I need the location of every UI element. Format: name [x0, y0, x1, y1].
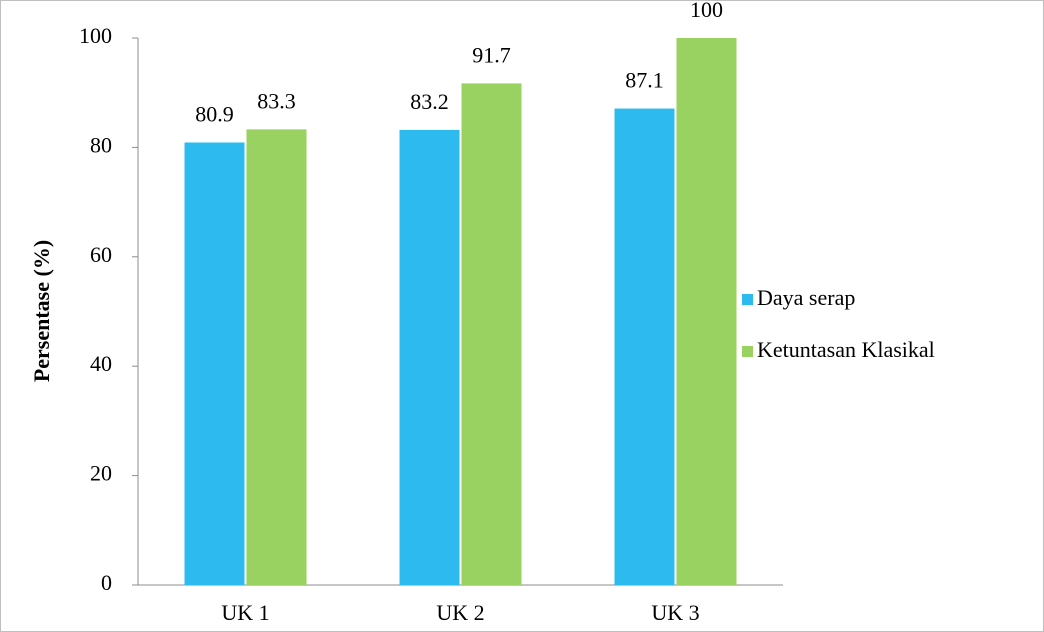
legend-swatch	[742, 346, 753, 357]
y-tick-label: 60	[90, 242, 112, 267]
legend-swatch	[742, 294, 753, 305]
y-tick-label: 100	[79, 23, 112, 48]
data-label: 87.1	[625, 68, 664, 93]
x-tick-label: UK 1	[221, 600, 269, 625]
data-label: 83.3	[257, 88, 296, 113]
y-tick-label: 0	[101, 570, 112, 595]
bar	[461, 83, 522, 585]
x-tick-label: UK 3	[651, 600, 699, 625]
bar	[246, 129, 307, 585]
bar	[184, 142, 245, 586]
bar	[399, 129, 460, 585]
bar	[614, 108, 675, 586]
y-tick-label: 40	[90, 351, 112, 376]
x-tick-label: UK 2	[436, 600, 484, 625]
legend-label: Ketuntasan Klasikal	[757, 337, 935, 362]
y-tick-label: 80	[90, 132, 112, 157]
y-tick-label: 20	[90, 461, 112, 486]
data-label: 91.7	[472, 42, 511, 67]
y-axis-label: Persentase (%)	[29, 240, 54, 382]
data-label: 80.9	[195, 102, 234, 127]
bar	[676, 38, 737, 585]
data-label: 83.2	[410, 89, 449, 114]
legend-label: Daya serap	[757, 285, 855, 310]
data-label: 100	[690, 0, 723, 22]
